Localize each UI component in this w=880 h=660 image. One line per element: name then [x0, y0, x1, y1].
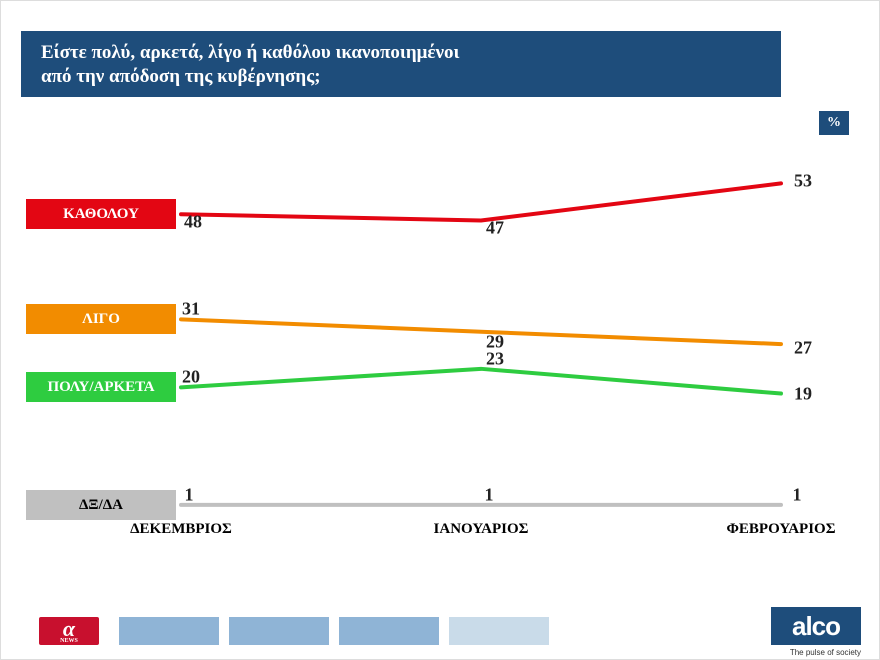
- legend-box: ΚΑΘΟΛΟΥ: [26, 199, 176, 229]
- data-label: 1: [185, 484, 194, 505]
- footer: α NEWS alco The pulse of society: [1, 609, 880, 659]
- footer-block: [339, 617, 439, 645]
- xaxis-label: ΙΑΝΟΥΑΡΙΟΣ: [434, 521, 529, 538]
- alco-tagline: The pulse of society: [790, 648, 861, 657]
- chart-area: ΚΑΘΟΛΟΥ484753ΛΙΓΟ312927ΠΟΛΥ/ΑΡΚΕΤΑ202319…: [181, 151, 781, 531]
- alpha-news-logo: α NEWS: [39, 617, 99, 645]
- data-label: 48: [184, 212, 202, 233]
- legend-box: ΔΞ/ΔΑ: [26, 490, 176, 520]
- data-label: 27: [794, 338, 812, 359]
- alco-logo: alco: [771, 607, 861, 645]
- data-label: 31: [182, 299, 200, 320]
- data-label: 20: [182, 367, 200, 388]
- chart-lines-svg: [181, 151, 781, 531]
- alpha-sub: NEWS: [39, 638, 99, 644]
- data-label: 19: [794, 383, 812, 404]
- legend-box: ΠΟΛΥ/ΑΡΚΕΤΑ: [26, 372, 176, 402]
- xaxis-label: ΔΕΚΕΜΒΡΙΟΣ: [130, 521, 232, 538]
- series-line: [181, 369, 781, 394]
- xaxis-label: ΦΕΒΡΟΥΑΡΙΟΣ: [726, 521, 835, 538]
- data-label: 23: [486, 348, 504, 369]
- footer-block: [449, 617, 549, 645]
- title-line2: από την απόδοση της κυβέρνησης;: [41, 66, 321, 87]
- title-bar: Είστε πολύ, αρκετά, λίγο ή καθόλου ικανο…: [21, 31, 781, 97]
- data-label: 53: [794, 171, 812, 192]
- footer-block: [119, 617, 219, 645]
- legend-box: ΛΙΓΟ: [26, 304, 176, 334]
- title-line1: Είστε πολύ, αρκετά, λίγο ή καθόλου ικανο…: [41, 42, 459, 63]
- data-label: 47: [486, 218, 504, 239]
- series-line: [181, 183, 781, 220]
- footer-block: [229, 617, 329, 645]
- data-label: 1: [485, 484, 494, 505]
- percent-badge: %: [819, 111, 849, 135]
- data-label: 1: [793, 484, 802, 505]
- series-line: [181, 319, 781, 344]
